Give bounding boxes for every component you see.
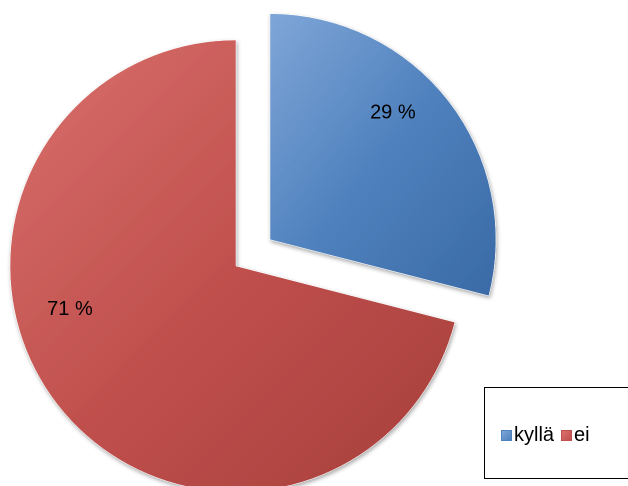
pie-slice-kyllä <box>269 13 497 297</box>
legend: kyllä ei <box>484 387 628 479</box>
pie-slices <box>9 13 497 486</box>
slice-label-ei: 71 % <box>47 298 93 320</box>
legend-label-kyllä: kyllä <box>514 424 555 446</box>
pie-labels: 29 % 71 % <box>47 102 416 321</box>
legend-item-kyllä: kyllä <box>501 424 554 447</box>
slice-label-kyllä: 29 % <box>370 102 416 124</box>
legend-item-ei: ei <box>561 424 590 447</box>
legend-swatch-kyllä <box>501 430 512 441</box>
legend-label-ei: ei <box>574 424 590 446</box>
pie-slice-ei <box>9 39 456 486</box>
legend-swatch-ei <box>561 430 573 441</box>
legend-entries: kyllä ei <box>501 424 597 447</box>
